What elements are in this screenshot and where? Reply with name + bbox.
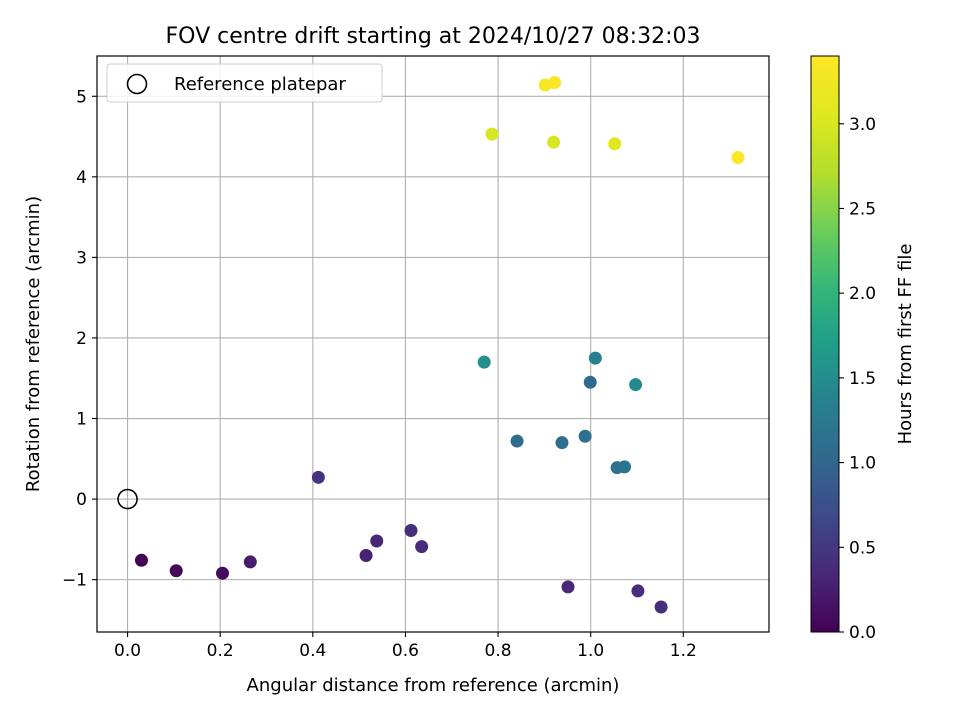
data-point xyxy=(588,351,602,365)
data-point xyxy=(216,566,230,580)
data-point xyxy=(359,548,373,562)
data-point xyxy=(583,375,597,389)
data-point xyxy=(370,534,384,548)
y-tick-label: 3 xyxy=(76,248,87,268)
y-tick-label: −1 xyxy=(62,571,87,591)
y-tick-label: 4 xyxy=(76,168,87,188)
data-point xyxy=(510,434,524,448)
x-tick-label: 0.2 xyxy=(207,641,234,661)
x-tick-label: 0.4 xyxy=(299,641,326,661)
legend: Reference platepar xyxy=(106,63,383,103)
reference-marker-layer xyxy=(117,488,138,510)
y-tick-label: 1 xyxy=(76,410,87,430)
y-axis: −1 0 1 2 3 4 5 xyxy=(62,87,97,591)
x-tick-label: 0.8 xyxy=(485,641,512,661)
colorbar-tick-label: 1.5 xyxy=(849,369,876,389)
legend-reference-marker xyxy=(126,73,148,95)
data-point xyxy=(629,378,643,392)
data-point xyxy=(415,540,429,554)
colorbar-ticks: 0.0 0.5 1.0 1.5 2.0 2.5 3.0 xyxy=(839,115,876,643)
colorbar-tick-label: 2.5 xyxy=(849,199,876,219)
colorbar: 0.0 0.5 1.0 1.5 2.0 2.5 3.0 Hours from first F… xyxy=(810,55,916,643)
y-axis-label: Rotation from reference (arcmin) xyxy=(23,196,44,492)
chart-title: FOV centre drift starting at 2024/10/27 … xyxy=(166,24,701,49)
colorbar-tick-label: 2.0 xyxy=(849,284,876,304)
colorbar-tick-label: 0.0 xyxy=(849,623,876,643)
x-tick-label: 0.0 xyxy=(114,641,141,661)
data-point xyxy=(578,429,592,443)
colorbar-tick-label: 0.5 xyxy=(849,538,876,558)
data-point xyxy=(547,135,561,149)
data-point xyxy=(561,580,575,594)
colorbar-gradient xyxy=(810,55,840,633)
data-point xyxy=(404,523,418,537)
data-point xyxy=(731,151,745,165)
y-tick-label: 0 xyxy=(76,490,87,510)
colorbar-label: Hours from first FF file xyxy=(895,244,916,445)
plot-frame xyxy=(96,55,770,633)
data-point xyxy=(654,600,668,614)
data-point xyxy=(311,470,325,484)
data-point xyxy=(608,137,622,151)
data-point xyxy=(243,555,257,569)
colorbar-tick-label: 1.0 xyxy=(849,454,876,474)
data-point xyxy=(485,127,499,141)
y-tick-label: 5 xyxy=(76,87,87,107)
data-points xyxy=(134,76,745,614)
data-point xyxy=(548,76,562,90)
colorbar-tick-label: 3.0 xyxy=(849,115,876,135)
reference-point-marker xyxy=(117,488,138,510)
x-tick-label: 1.0 xyxy=(577,641,604,661)
data-point xyxy=(631,584,645,598)
legend-reference-label: Reference platepar xyxy=(174,74,346,95)
x-axis: 0.0 0.2 0.4 0.6 0.8 1.0 1.2 xyxy=(114,632,697,661)
x-tick-label: 1.2 xyxy=(670,641,697,661)
data-point xyxy=(477,355,491,369)
data-point xyxy=(134,553,148,567)
data-point xyxy=(169,564,183,578)
x-axis-label: Angular distance from reference (arcmin) xyxy=(247,675,620,696)
data-point xyxy=(555,436,569,450)
x-tick-label: 0.6 xyxy=(392,641,419,661)
y-tick-label: 2 xyxy=(76,329,87,349)
legend-box xyxy=(106,63,383,103)
grid xyxy=(97,56,769,632)
data-point xyxy=(618,460,632,474)
